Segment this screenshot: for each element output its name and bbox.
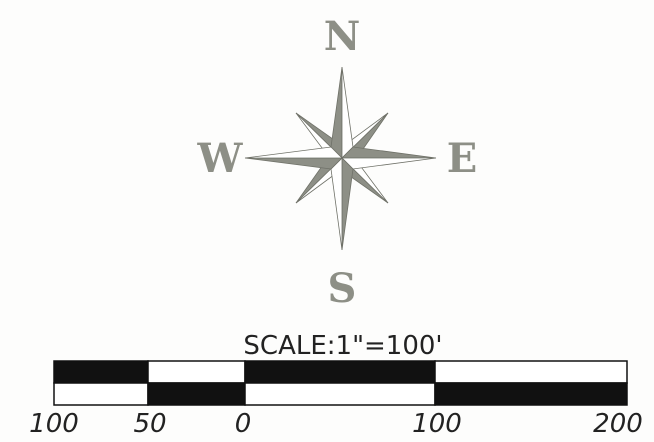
scale-segment-top-3 — [244, 360, 436, 384]
compass-point-east-light — [341, 157, 437, 170]
scale-segment-top-2 — [147, 360, 246, 384]
compass-north-label: N — [324, 13, 361, 60]
compass-point-west-light — [244, 146, 343, 159]
scale-tick-label: 100 — [29, 409, 79, 439]
compass-point-south — [341, 157, 354, 251]
compass-point-south-light — [330, 157, 343, 251]
scale-segment-bottom-3 — [244, 382, 436, 406]
compass-east-label: E — [447, 135, 478, 182]
scale-segment-top-4 — [434, 360, 628, 384]
scale-segment-top-1 — [53, 360, 149, 384]
scale-tick-label: 50 — [133, 409, 166, 439]
scale-segment-bottom-2 — [147, 382, 246, 406]
scale-tick-label: 0 — [235, 409, 252, 439]
scale-tick-label: 200 — [593, 409, 643, 439]
compass-south-label: S — [328, 265, 357, 312]
compass-point-north — [330, 66, 343, 159]
compass-rose-icon — [244, 66, 437, 251]
compass-point-west — [244, 157, 343, 170]
compass-west-label: W — [197, 135, 244, 182]
scale-segment-bottom-4 — [434, 382, 628, 406]
compass-point-north-light — [341, 66, 354, 159]
compass-point-east — [341, 146, 437, 159]
scale-title: SCALE:1"=100' — [243, 331, 442, 361]
scale-segment-bottom-1 — [53, 382, 149, 406]
scale-bar — [53, 360, 628, 406]
scale-tick-label: 100 — [412, 409, 462, 439]
